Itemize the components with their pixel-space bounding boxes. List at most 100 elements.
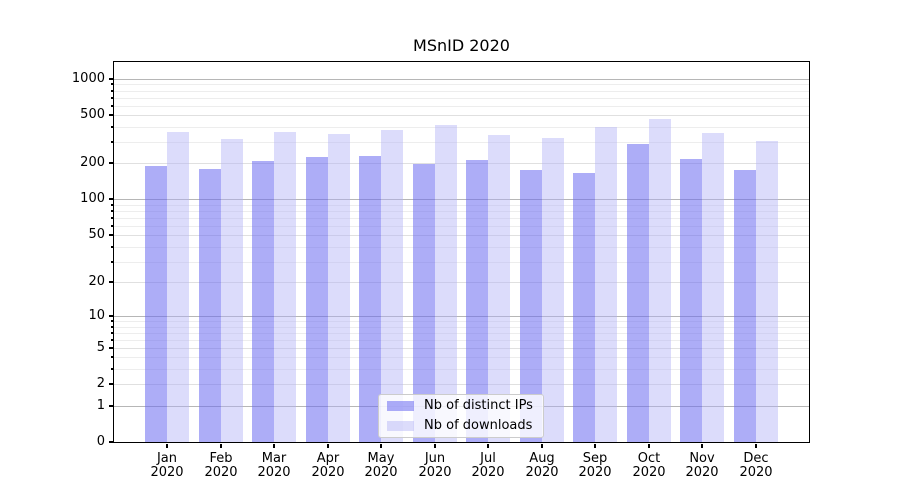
x-tick <box>273 444 275 448</box>
x-tick-label-mar: Mar 2020 <box>242 452 306 480</box>
bar-downloads-apr <box>328 134 350 442</box>
plot-area <box>113 61 810 443</box>
x-tick-label-may: May 2020 <box>349 452 413 480</box>
x-tick-year: 2020 <box>311 465 345 480</box>
minor-gridline <box>114 84 809 85</box>
minor-gridline <box>114 98 809 99</box>
major-gridline <box>114 199 809 200</box>
chart-title: MSnID 2020 <box>413 36 510 55</box>
y-minor-tick <box>111 320 113 322</box>
x-tick-year: 2020 <box>632 465 666 480</box>
y-minor-tick <box>111 332 113 334</box>
x-tick-year: 2020 <box>418 465 452 480</box>
legend: Nb of distinct IPs Nb of downloads <box>378 394 544 438</box>
bar-distinct-ips-nov <box>680 159 702 442</box>
x-tick-month: Nov <box>689 451 715 466</box>
x-tick <box>755 444 757 448</box>
y-tick-label: 50 <box>88 227 105 242</box>
x-tick <box>701 444 703 448</box>
x-tick-month: Feb <box>209 451 233 466</box>
y-minor-tick <box>111 368 113 370</box>
bar-distinct-ips-oct <box>627 144 649 442</box>
bar-downloads-dec <box>756 141 778 442</box>
minor-gridline <box>114 235 809 236</box>
minor-gridline <box>114 247 809 248</box>
bar-downloads-mar <box>274 132 296 442</box>
x-tick-year: 2020 <box>525 465 559 480</box>
bar-distinct-ips-dec <box>734 170 756 442</box>
bar-downloads-jul <box>488 135 510 442</box>
x-tick-year: 2020 <box>685 465 719 480</box>
x-tick-year: 2020 <box>150 465 184 480</box>
legend-swatch-downloads <box>387 421 414 431</box>
x-tick <box>434 444 436 448</box>
minor-gridline <box>114 282 809 283</box>
y-tick <box>109 405 113 407</box>
y-tick <box>109 383 113 385</box>
x-tick-label-feb: Feb 2020 <box>189 452 253 480</box>
x-tick-month: Apr <box>316 451 340 466</box>
bar-distinct-ips-jul <box>466 160 488 442</box>
legend-swatch-distinct-ips <box>387 401 414 411</box>
y-tick <box>109 114 113 116</box>
y-minor-tick <box>111 97 113 99</box>
bar-distinct-ips-jun <box>413 164 435 442</box>
bar-distinct-ips-mar <box>252 161 274 442</box>
y-tick-label: 10 <box>88 308 105 323</box>
minor-gridline <box>114 226 809 227</box>
x-tick <box>380 444 382 448</box>
legend-label-downloads: Nb of downloads <box>424 418 533 433</box>
minor-gridline <box>114 348 809 349</box>
legend-item-downloads: Nb of downloads <box>379 416 543 436</box>
x-tick-year: 2020 <box>364 465 398 480</box>
y-minor-tick <box>111 261 113 263</box>
minor-gridline <box>114 340 809 341</box>
bar-distinct-ips-apr <box>306 157 328 442</box>
x-tick-year: 2020 <box>578 465 612 480</box>
y-tick <box>109 347 113 349</box>
y-tick-label: 1000 <box>71 71 105 86</box>
x-tick-year: 2020 <box>471 465 505 480</box>
y-tick-label: 0 <box>96 434 105 449</box>
x-tick-label-jul: Jul 2020 <box>456 452 520 480</box>
y-tick-label: 1 <box>96 398 105 413</box>
y-minor-tick <box>111 356 113 358</box>
y-minor-tick <box>111 210 113 212</box>
y-tick-label: 20 <box>88 274 105 289</box>
x-tick <box>594 444 596 448</box>
x-tick-month: Oct <box>637 451 661 466</box>
y-minor-tick <box>111 246 113 248</box>
x-tick <box>648 444 650 448</box>
x-tick-year: 2020 <box>739 465 773 480</box>
x-tick-label-apr: Apr 2020 <box>296 452 360 480</box>
minor-gridline <box>114 205 809 206</box>
x-tick-label-sep: Sep 2020 <box>563 452 627 480</box>
x-tick-month: Jun <box>424 451 446 466</box>
minor-gridline <box>114 91 809 92</box>
x-tick-label-jun: Jun 2020 <box>403 452 467 480</box>
x-tick-month: Aug <box>529 451 555 466</box>
y-tick <box>109 281 113 283</box>
x-tick-label-aug: Aug 2020 <box>510 452 574 480</box>
minor-gridline <box>114 333 809 334</box>
x-tick <box>541 444 543 448</box>
x-tick-month: Jan <box>156 451 178 466</box>
y-tick <box>109 198 113 200</box>
bar-distinct-ips-aug <box>520 170 542 442</box>
minor-gridline <box>114 357 809 358</box>
minor-gridline <box>114 218 809 219</box>
x-tick-label-dec: Dec 2020 <box>724 452 788 480</box>
y-minor-tick <box>111 141 113 143</box>
legend-item-distinct-ips: Nb of distinct IPs <box>379 396 543 416</box>
y-tick-label: 500 <box>80 107 105 122</box>
major-gridline <box>114 79 809 80</box>
bar-downloads-may <box>381 130 403 442</box>
x-tick-label-oct: Oct 2020 <box>617 452 681 480</box>
y-minor-tick <box>111 225 113 227</box>
bar-downloads-aug <box>542 138 564 442</box>
y-minor-tick <box>111 204 113 206</box>
y-minor-tick <box>111 90 113 92</box>
minor-gridline <box>114 321 809 322</box>
x-tick-month: Mar <box>261 451 287 466</box>
minor-gridline <box>114 163 809 164</box>
